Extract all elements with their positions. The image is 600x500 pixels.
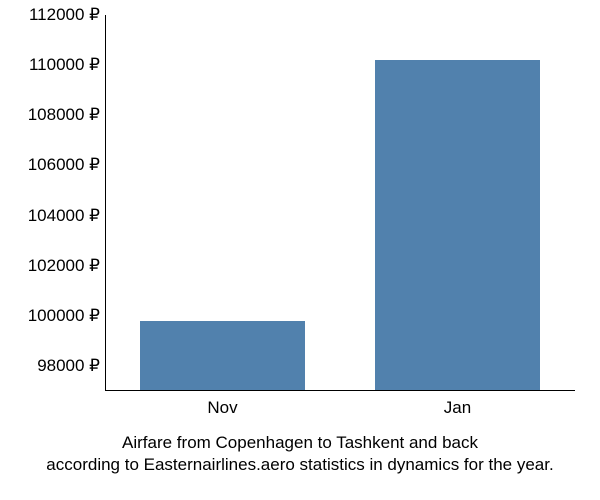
y-tick-label: 102000 ₽ [28,256,100,276]
bar [140,321,305,391]
y-axis-labels: 98000 ₽ 100000 ₽ 102000 ₽ 104000 ₽ 106000 ₽ 1… [0,15,100,391]
y-tick-label: 106000 ₽ [28,155,100,175]
plot-area [105,15,575,391]
x-axis-labels: Nov Jan [105,398,575,422]
chart-caption: Airfare from Copenhagen to Tashkent and … [0,432,600,476]
y-tick-label: 98000 ₽ [37,356,100,376]
x-axis-line [105,390,575,391]
airfare-bar-chart: 98000 ₽ 100000 ₽ 102000 ₽ 104000 ₽ 106000 ₽ 1… [0,0,600,500]
y-tick-label: 104000 ₽ [28,206,100,226]
caption-line-2: according to Easternairlines.aero statis… [0,454,600,476]
y-axis-line [105,15,106,391]
y-tick-label: 100000 ₽ [28,306,100,326]
y-tick-label: 110000 ₽ [29,55,100,75]
x-tick-label: Jan [444,398,471,418]
x-tick-label: Nov [207,398,237,418]
bar [375,60,540,391]
y-tick-label: 112000 ₽ [29,5,100,25]
caption-line-1: Airfare from Copenhagen to Tashkent and … [0,432,600,454]
y-tick-label: 108000 ₽ [28,105,100,125]
